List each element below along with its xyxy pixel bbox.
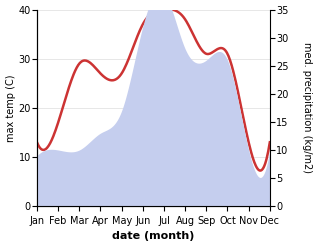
- X-axis label: date (month): date (month): [112, 231, 195, 242]
- Y-axis label: max temp (C): max temp (C): [5, 74, 16, 142]
- Y-axis label: med. precipitation (kg/m2): med. precipitation (kg/m2): [302, 42, 313, 173]
